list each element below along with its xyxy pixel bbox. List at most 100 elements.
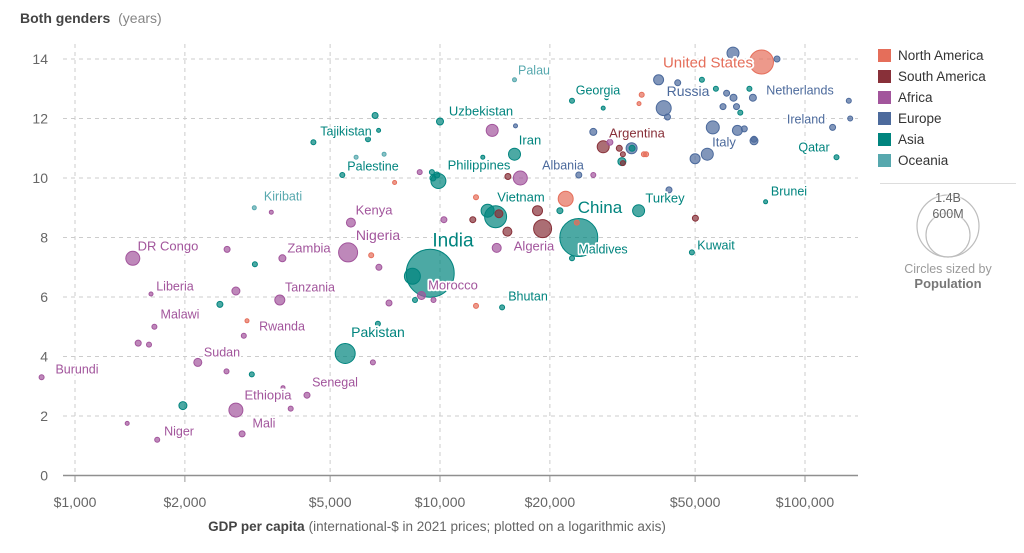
data-point-niger[interactable] [154, 436, 161, 443]
data-point[interactable] [600, 105, 606, 111]
country-label-morocco[interactable]: Morocco [426, 276, 479, 295]
data-point[interactable] [750, 135, 758, 143]
country-label-algeria[interactable]: Algeria [512, 237, 557, 256]
data-point[interactable] [615, 144, 623, 152]
country-label-nigeria[interactable]: Nigeria [354, 225, 402, 245]
country-label-niger[interactable]: Niger [162, 423, 195, 441]
data-point[interactable] [773, 55, 781, 63]
country-label-mali[interactable]: Mali [251, 415, 277, 433]
data-point[interactable] [440, 216, 448, 224]
data-point[interactable] [134, 339, 142, 347]
legend-item-asia[interactable]: Asia [878, 129, 1018, 150]
country-label-malawi[interactable]: Malawi [159, 306, 201, 324]
data-point[interactable] [371, 112, 379, 119]
country-label-zambia[interactable]: Zambia [286, 239, 334, 258]
data-point-morocco[interactable] [417, 291, 426, 300]
data-point[interactable] [178, 401, 188, 411]
data-point-turkey[interactable] [632, 204, 646, 218]
data-point[interactable] [244, 318, 250, 324]
data-point[interactable] [430, 297, 437, 303]
data-point-nigeria[interactable] [338, 242, 359, 263]
data-point[interactable] [223, 245, 231, 253]
data-point-qatar[interactable] [833, 154, 840, 161]
data-point-tajikistan[interactable] [310, 139, 317, 146]
data-point[interactable] [412, 297, 418, 303]
data-point[interactable] [216, 300, 224, 308]
country-label-bhutan[interactable]: Bhutan [506, 288, 549, 306]
country-label-india[interactable]: India [431, 229, 476, 254]
data-point[interactable] [280, 385, 286, 391]
data-point[interactable] [723, 89, 731, 97]
data-point[interactable] [473, 302, 479, 309]
data-point[interactable] [268, 209, 274, 215]
country-label-kuwait[interactable]: Kuwait [695, 237, 737, 255]
country-label-tajikistan[interactable]: Tajikistan [319, 123, 374, 141]
data-point-algeria[interactable] [491, 242, 502, 253]
data-point[interactable] [428, 169, 435, 176]
data-point[interactable] [590, 172, 597, 178]
data-point-vietnam[interactable] [480, 203, 495, 218]
data-point[interactable] [737, 109, 744, 116]
data-point[interactable] [532, 205, 543, 217]
data-point[interactable] [698, 76, 705, 83]
country-label-ireland[interactable]: Ireland [785, 111, 827, 129]
data-point-senegal[interactable] [303, 391, 311, 399]
data-point[interactable] [845, 97, 852, 104]
data-point[interactable] [740, 125, 748, 133]
data-point[interactable] [385, 299, 393, 307]
data-point[interactable] [504, 173, 512, 180]
country-label-iran[interactable]: Iran [517, 131, 543, 150]
data-point[interactable] [712, 85, 719, 92]
country-label-russia[interactable]: Russia [665, 81, 712, 101]
data-point-georgia[interactable] [569, 97, 575, 104]
country-label-palau[interactable]: Palau [516, 62, 552, 80]
country-label-maldives[interactable]: Maldives [577, 241, 630, 259]
data-point-liberia[interactable] [148, 291, 154, 297]
data-point[interactable] [664, 113, 671, 121]
data-point-dr-congo[interactable] [125, 250, 141, 266]
data-point[interactable] [729, 93, 738, 102]
data-point[interactable] [494, 209, 504, 219]
legend-item-oceania[interactable]: Oceania [878, 150, 1018, 171]
country-label-palestine[interactable]: Palestine [346, 158, 401, 176]
data-point-sudan[interactable] [193, 357, 203, 367]
data-point[interactable] [376, 127, 382, 133]
data-point[interactable] [251, 261, 258, 268]
country-label-italy[interactable]: Italy [710, 133, 738, 152]
country-label-liberia[interactable]: Liberia [154, 278, 195, 296]
data-point-iran[interactable] [508, 147, 521, 161]
data-point-united-states[interactable] [749, 49, 774, 75]
data-point[interactable] [381, 151, 387, 157]
country-label-kiribati[interactable]: Kiribati [262, 188, 304, 206]
data-point-kenya[interactable] [345, 217, 356, 228]
country-label-albania[interactable]: Albania [540, 157, 585, 175]
data-point[interactable] [556, 207, 564, 215]
data-point-russia[interactable] [655, 100, 672, 117]
country-label-ethiopia[interactable]: Ethiopia [243, 386, 294, 405]
data-point[interactable] [223, 368, 230, 375]
legend-item-europe[interactable]: Europe [878, 108, 1018, 129]
data-point-netherlands[interactable] [748, 93, 757, 102]
data-point[interactable] [512, 170, 528, 186]
data-point[interactable] [146, 341, 152, 348]
country-label-china[interactable]: China [576, 196, 624, 219]
data-point-brunei[interactable] [763, 199, 769, 205]
country-label-senegal[interactable]: Senegal [310, 374, 359, 392]
data-point-china[interactable] [559, 218, 599, 257]
data-point[interactable] [231, 286, 241, 296]
data-point[interactable] [705, 120, 720, 135]
data-point[interactable] [473, 194, 479, 201]
data-point[interactable] [433, 171, 441, 179]
legend-item-africa[interactable]: Africa [878, 87, 1018, 108]
country-label-united-states[interactable]: United States [661, 53, 755, 74]
legend-item-south-america[interactable]: South America [878, 66, 1018, 87]
data-point-maldives[interactable] [569, 255, 575, 262]
data-point[interactable] [653, 74, 665, 86]
data-point-tanzania[interactable] [274, 294, 286, 306]
data-point[interactable] [502, 226, 513, 237]
data-point[interactable] [368, 252, 375, 259]
data-point-ireland[interactable] [847, 115, 854, 122]
country-label-kenya[interactable]: Kenya [354, 201, 395, 220]
data-point[interactable] [636, 101, 642, 107]
data-point[interactable] [604, 95, 610, 101]
